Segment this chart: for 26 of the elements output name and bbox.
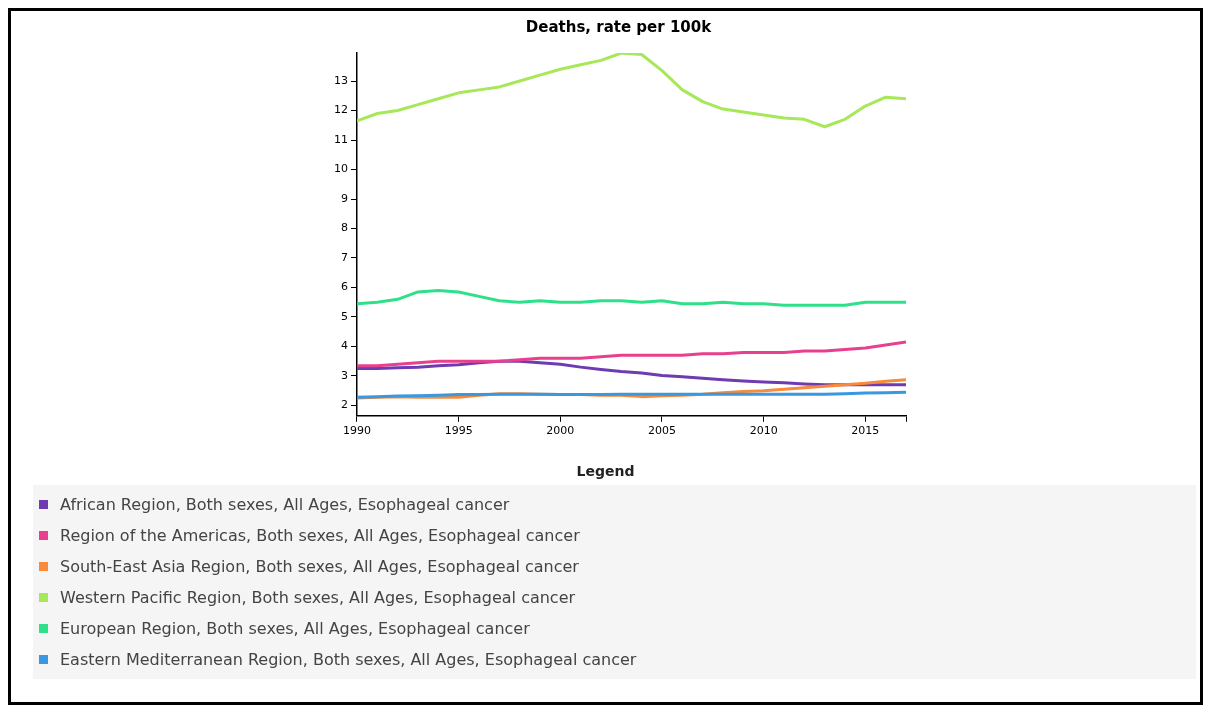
legend-label: African Region, Both sexes, All Ages, Esophageal cancer [60, 495, 510, 514]
legend-label: South-East Asia Region, Both sexes, All Ages, Esophageal cancer [60, 557, 579, 576]
y-tick-label: 9 [341, 191, 348, 205]
y-tick-label: 5 [341, 309, 348, 323]
x-tick-label: 1995 [444, 424, 473, 438]
y-tick-label: 7 [341, 250, 348, 264]
x-tick-label: 2000 [546, 424, 575, 438]
y-tick-label: 10 [334, 162, 348, 176]
x-tick-label: 2010 [749, 424, 778, 438]
y-tick-label: 4 [341, 339, 348, 353]
legend-title: Legend [575, 463, 636, 479]
y-tick-label: 3 [341, 368, 348, 382]
legend-label: European Region, Both sexes, All Ages, Esophageal cancer [60, 619, 530, 638]
legend-label: Western Pacific Region, Both sexes, All Ages, Esophageal cancer [60, 588, 576, 607]
y-tick-label: 13 [334, 73, 348, 87]
x-tick-label: 1990 [343, 424, 371, 438]
x-tick-label: 2005 [648, 424, 676, 438]
y-tick-label: 8 [341, 221, 348, 235]
legend-label: Eastern Mediterranean Region, Both sexes, All Ages, Esophageal cancer [60, 650, 637, 669]
y-tick-label: 12 [334, 103, 348, 117]
legend-label: Region of the Americas, Both sexes, All Ages, Esophageal cancer [60, 526, 580, 545]
chart-title: Deaths, rate per 100k [525, 17, 713, 36]
x-tick-label: 2015 [851, 424, 880, 438]
y-tick-label: 6 [341, 280, 348, 294]
y-tick-label: 11 [334, 132, 348, 146]
y-tick-label: 2 [341, 398, 348, 412]
